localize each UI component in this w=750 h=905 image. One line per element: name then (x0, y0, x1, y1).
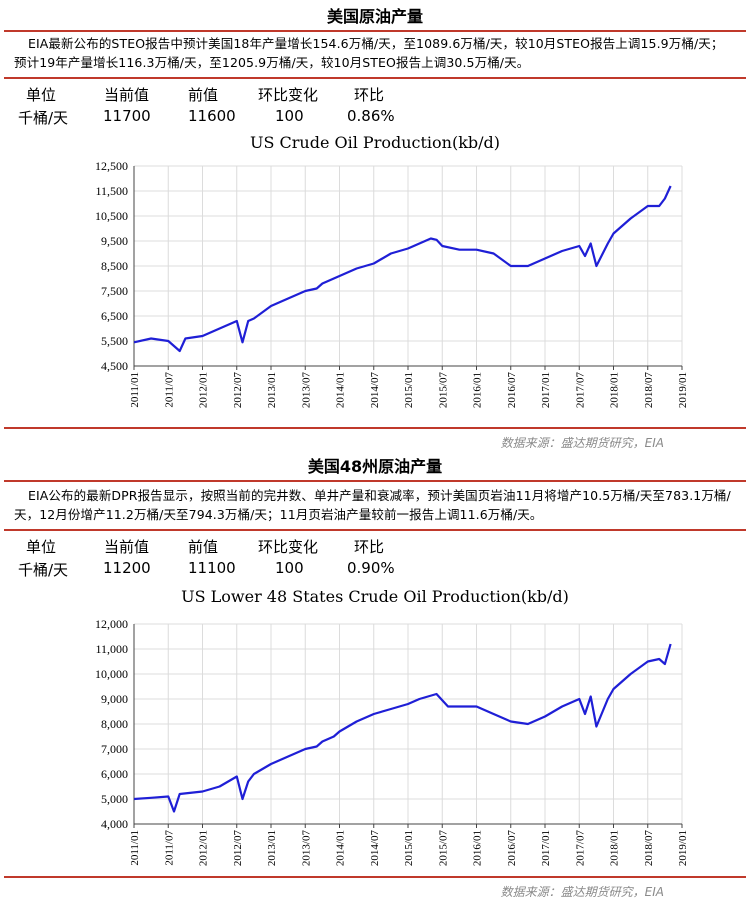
chart-title: US Crude Oil Production(kb/d) (249, 133, 501, 152)
y-tick-label: 4,000 (101, 817, 128, 831)
source-note: 数据来源：盛达期货研究，EIA (500, 436, 664, 450)
x-tick-label: 2012/07 (232, 372, 244, 409)
x-tick-label: 2016/07 (506, 830, 518, 867)
desc-divider (4, 77, 746, 79)
header-previous: 前值 (188, 86, 219, 104)
x-tick-label: 2013/07 (300, 372, 312, 409)
y-tick-label: 8,000 (101, 717, 128, 731)
value-current: 11200 (103, 559, 151, 577)
header-ratio: 环比 (354, 538, 385, 556)
value-change: 100 (275, 559, 304, 577)
y-tick-label: 5,500 (101, 334, 128, 348)
y-tick-label: 10,000 (95, 667, 128, 681)
series-line (133, 185, 672, 353)
section-us-lower48: 美国48州原油产量 EIA公布的最新DPR报告显示，按照当前的完井数、单井产量和… (0, 452, 750, 607)
x-tick-label: 2016/01 (472, 830, 484, 866)
series-line (133, 643, 672, 813)
section-us-crude: 美国原油产量 EIA最新公布的STEO报告中预计美国18年产量增长154.6万桶… (0, 0, 750, 153)
value-change: 100 (275, 107, 304, 125)
y-tick-label: 8,500 (101, 259, 128, 273)
y-tick-label: 5,000 (101, 792, 128, 806)
y-tick-label: 9,500 (101, 234, 128, 248)
value-previous: 11100 (188, 559, 236, 577)
x-tick-label: 2013/01 (266, 830, 278, 866)
section-title: 美国原油产量 (326, 7, 423, 26)
x-tick-label: 2014/07 (369, 830, 381, 867)
x-tick-label: 2016/01 (472, 372, 484, 408)
section-bottom-rule (4, 427, 746, 429)
value-unit: 千桶/天 (18, 561, 69, 579)
title-divider (4, 480, 746, 482)
x-tick-label: 2014/01 (335, 372, 347, 408)
x-tick-label: 2018/07 (643, 372, 655, 409)
x-tick-label: 2019/01 (677, 372, 689, 408)
x-tick-label: 2012/01 (198, 372, 210, 408)
y-tick-label: 10,500 (95, 209, 128, 223)
header-unit: 单位 (26, 86, 57, 104)
header-change: 环比变化 (258, 86, 319, 104)
x-tick-label: 2018/07 (643, 830, 655, 867)
y-tick-label: 11,500 (95, 184, 128, 198)
x-tick-label: 2011/01 (129, 830, 141, 866)
source-note: 数据来源：盛达期货研究，EIA (500, 885, 664, 899)
stats-table: 单位 当前值 前值 环比变化 环比 千桶/天 11200 11100 100 0… (0, 531, 750, 579)
plot-area: 4,500 5,500 6,500 7,500 8,500 9,500 10,500 11,5… (95, 159, 689, 408)
x-tick-label: 2017/07 (574, 372, 586, 409)
x-tick-label: 2018/01 (609, 830, 621, 866)
x-tick-label: 2013/07 (300, 830, 312, 867)
value-ratio: 0.90% (347, 559, 395, 577)
y-tick-label: 7,500 (101, 284, 128, 298)
header-ratio: 环比 (354, 86, 385, 104)
header-unit: 单位 (26, 538, 57, 556)
value-unit: 千桶/天 (18, 109, 69, 127)
x-tick-label: 2015/01 (403, 830, 415, 866)
header-change: 环比变化 (258, 538, 319, 556)
x-tick-label: 2012/01 (198, 830, 210, 866)
x-tick-label: 2011/07 (163, 830, 175, 866)
y-tick-label: 9,000 (101, 692, 128, 706)
x-tick-label: 2011/01 (129, 372, 141, 408)
x-tick-label: 2017/07 (574, 830, 586, 867)
section-description: EIA公布的最新DPR报告显示，按照当前的完井数、单井产量和衰减率，预计美国页岩… (14, 488, 731, 522)
x-tick-label: 2013/01 (266, 372, 278, 408)
section-description: EIA最新公布的STEO报告中预计美国18年产量增长154.6万桶/天，至108… (14, 36, 724, 70)
y-tick-label: 11,000 (95, 642, 128, 656)
x-tick-label: 2015/07 (437, 372, 449, 409)
x-tick-label: 2016/07 (506, 372, 518, 409)
y-tick-label: 6,500 (101, 309, 128, 323)
x-tick-label: 2017/01 (540, 372, 552, 408)
y-tick-label: 6,000 (101, 767, 128, 781)
section-bottom-rule (4, 876, 746, 878)
x-tick-label: 2015/07 (437, 830, 449, 867)
y-tick-label: 4,500 (101, 359, 128, 373)
section-title: 美国48州原油产量 (307, 457, 443, 476)
y-tick-label: 12,000 (95, 617, 128, 631)
chart-title: US Lower 48 States Crude Oil Production(… (181, 587, 569, 606)
x-tick-label: 2012/07 (232, 830, 244, 867)
y-tick-label: 12,500 (95, 159, 128, 173)
title-divider (4, 30, 746, 32)
x-tick-label: 2014/01 (335, 830, 347, 866)
desc-divider (4, 529, 746, 531)
x-tick-label: 2015/01 (403, 372, 415, 408)
header-current: 当前值 (104, 538, 150, 556)
us-lower48-chart: 4,000 5,000 6,000 7,000 8,000 9,000 10,000 11,0… (95, 617, 689, 866)
header-previous: 前值 (188, 538, 219, 556)
y-tick-label: 7,000 (101, 742, 128, 756)
x-tick-label: 2011/07 (163, 372, 175, 408)
x-tick-label: 2018/01 (609, 372, 621, 408)
value-previous: 11600 (188, 107, 236, 125)
x-tick-label: 2017/01 (540, 830, 552, 866)
value-current: 11700 (103, 107, 151, 125)
stats-table: 单位 当前值 前值 环比变化 环比 千桶/天 11700 11600 100 0… (0, 79, 750, 127)
header-current: 当前值 (104, 86, 150, 104)
x-tick-label: 2014/07 (369, 372, 381, 409)
us-crude-chart: 4,500 5,500 6,500 7,500 8,500 9,500 10,500 11,5… (95, 159, 689, 408)
value-ratio: 0.86% (347, 107, 395, 125)
x-tick-label: 2019/01 (677, 830, 689, 866)
plot-area: 4,000 5,000 6,000 7,000 8,000 9,000 10,000 11,0… (95, 617, 689, 866)
